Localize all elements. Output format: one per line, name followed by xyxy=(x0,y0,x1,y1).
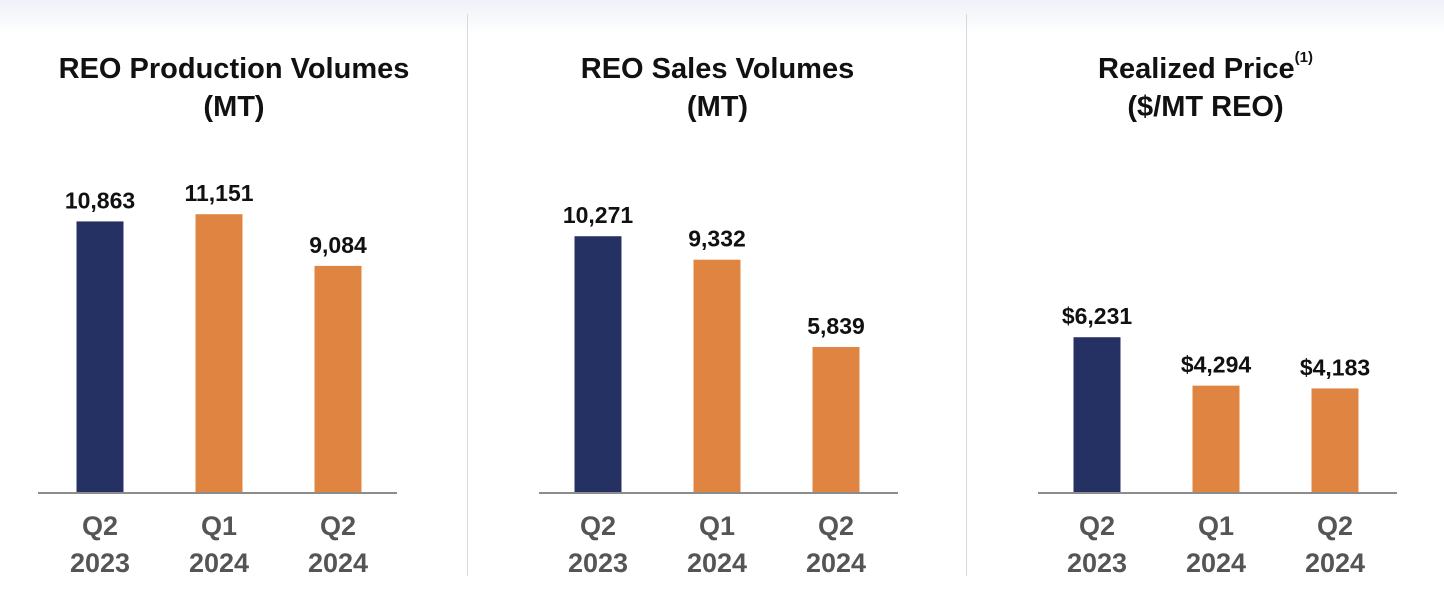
chart-title-line: REO Sales Volumes xyxy=(580,53,855,85)
bar xyxy=(314,265,362,493)
production-volumes-panel: REO Production Volumes (MT) 10,863 Q2 2023… xyxy=(0,0,468,614)
data-label: 9,084 xyxy=(309,232,367,258)
x-tick-label: 2023 xyxy=(568,548,628,578)
chart-title-line: REO Production Volumes xyxy=(58,53,410,85)
data-label: $6,231 xyxy=(1062,303,1133,329)
data-label: 10,863 xyxy=(65,187,135,213)
chart-title: REO Production Volumes (MT) xyxy=(0,50,468,126)
x-tick-label: 2024 xyxy=(806,548,866,578)
chart-title-line: Realized Price(1) xyxy=(967,50,1444,88)
panel-divider xyxy=(467,14,468,576)
x-tick-label: Q2 xyxy=(320,511,356,541)
bar xyxy=(574,236,622,493)
data-label: 10,271 xyxy=(563,202,634,228)
bar xyxy=(1311,388,1359,493)
bar xyxy=(693,259,741,493)
x-tick-label: Q2 xyxy=(580,511,616,541)
chart-title-unit: (MT) xyxy=(203,91,265,123)
data-label: $4,294 xyxy=(1181,352,1252,378)
x-tick-label: Q1 xyxy=(201,511,237,541)
x-tick-label: 2024 xyxy=(687,548,747,578)
x-tick-label: 2023 xyxy=(70,548,130,578)
x-tick-label: 2023 xyxy=(1067,548,1127,578)
x-tick-label: Q2 xyxy=(1079,511,1115,541)
bar xyxy=(1192,385,1240,493)
data-label: 11,151 xyxy=(184,180,253,206)
x-tick-label: 2024 xyxy=(189,548,249,578)
chart-title-unit: (MT) xyxy=(686,91,749,123)
realized-price-panel: Realized Price(1) ($/MT REO) $6,231 Q2 202… xyxy=(967,0,1444,614)
x-tick-label: Q1 xyxy=(1198,511,1234,541)
bar xyxy=(76,221,124,494)
x-tick-label: Q2 xyxy=(1317,511,1353,541)
chart-title-text: Realized Price xyxy=(1098,53,1295,85)
x-tick-label: Q2 xyxy=(82,511,118,541)
x-tick-label: Q1 xyxy=(699,511,735,541)
data-label: $4,183 xyxy=(1300,354,1370,380)
sales-volumes-chart: 10,271 Q2 2023 9,332 Q1 2024 5,839 Q2 2024 xyxy=(539,202,898,578)
chart-title: Realized Price(1) ($/MT REO) xyxy=(967,50,1444,126)
bar xyxy=(195,214,243,493)
production-volumes-chart: 10,863 Q2 2023 11,151 Q1 2024 9,084 Q2 2024 xyxy=(38,180,397,578)
data-label: 9,332 xyxy=(688,226,746,252)
x-tick-label: Q2 xyxy=(818,511,854,541)
chart-title: REO Sales Volumes (MT) xyxy=(468,50,967,126)
sales-volumes-panel: REO Sales Volumes (MT) 10,271 Q2 2023 9,332… xyxy=(468,0,967,614)
realized-price-chart: $6,231 Q2 2023 $4,294 Q1 2024 $4,183 Q2 2024 xyxy=(1038,303,1397,578)
data-label: 5,839 xyxy=(807,313,865,339)
x-tick-label: 2024 xyxy=(308,548,368,578)
bar xyxy=(812,347,860,493)
x-tick-label: 2024 xyxy=(1305,548,1365,578)
footnote-marker: (1) xyxy=(1294,49,1313,66)
x-tick-label: 2024 xyxy=(1186,548,1246,578)
chart-title-unit: ($/MT REO) xyxy=(1127,91,1284,123)
panel-divider xyxy=(966,14,967,576)
bar xyxy=(1073,337,1121,493)
